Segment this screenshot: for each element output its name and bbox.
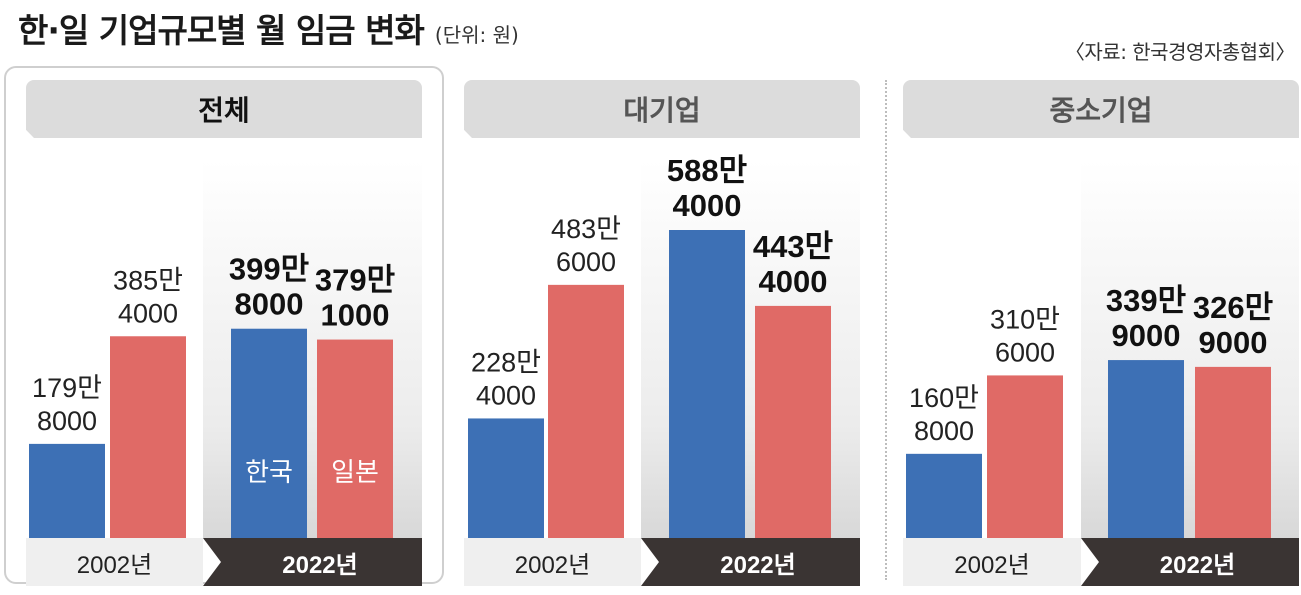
bar-total-2002-japan — [110, 336, 186, 538]
panel-header-large: 대기업 — [464, 80, 860, 138]
value-label-total-2022-korea-2: 8000 — [235, 287, 304, 322]
value-label-sme-2002-korea-2: 8000 — [914, 416, 974, 446]
value-label-total-2002-japan-2: 4000 — [118, 298, 178, 328]
year-label-2002-large: 2002년 — [514, 551, 591, 579]
value-label-total-2022-korea-1: 399만 — [229, 252, 309, 287]
base-2002-sme — [903, 538, 1081, 586]
base-2022-large — [641, 538, 860, 586]
bar-total-2022-japan — [317, 339, 393, 538]
value-label-sme-2022-japan-1: 326만 — [1193, 290, 1273, 325]
panel-header-total: 전체 — [26, 80, 422, 138]
source-note: 〈자료: 한국경영자총협회〉 — [1064, 40, 1296, 64]
bar-large-2002-korea — [468, 418, 544, 538]
value-label-large-2022-korea-2: 4000 — [673, 188, 742, 223]
value-label-sme-2002-japan-2: 6000 — [995, 337, 1055, 367]
year-label-2022-large: 2022년 — [720, 551, 796, 579]
value-label-total-2002-japan-1: 385만 — [113, 265, 183, 295]
value-label-sme-2022-korea-1: 339만 — [1106, 283, 1186, 318]
value-label-large-2002-japan-2: 6000 — [556, 247, 616, 277]
base-2002-large — [464, 538, 641, 586]
year-label-2022-total: 2022년 — [282, 551, 358, 579]
value-label-total-2002-korea-1: 179만 — [32, 373, 102, 403]
bar-large-2002-japan — [548, 284, 624, 538]
unit-note: (단위: 원) — [434, 23, 519, 47]
value-label-sme-2022-japan-2: 9000 — [1199, 325, 1268, 360]
value-label-total-2022-japan-1: 379만 — [315, 263, 395, 298]
year-label-2002-sme: 2002년 — [954, 551, 1030, 579]
panel-header-sme: 중소기업 — [903, 80, 1299, 138]
bar-large-2022-japan — [755, 305, 831, 538]
title-row: 한·일 기업규모별 월 임금 변화 (단위: 원) — [18, 4, 519, 52]
value-label-large-2002-japan-1: 483만 — [551, 214, 621, 244]
bar-total-2002-korea — [29, 443, 105, 538]
value-label-total-2002-korea-2: 8000 — [37, 406, 97, 436]
year-label-2022-sme: 2022년 — [1159, 551, 1236, 579]
series-label-japan: 일본 — [331, 458, 379, 488]
value-label-large-2022-japan-2: 4000 — [759, 264, 828, 299]
chart-title: 한·일 기업규모별 월 임금 변화 — [18, 11, 425, 50]
value-label-large-2002-korea-1: 228만 — [471, 347, 541, 377]
base-2022-sme — [1081, 538, 1299, 586]
bar-sme-2002-korea — [906, 453, 982, 538]
value-label-large-2022-korea-1: 588만 — [667, 153, 747, 188]
value-label-large-2022-japan-1: 443만 — [753, 229, 833, 264]
value-label-sme-2002-korea-1: 160만 — [909, 383, 979, 413]
year-label-2002-total: 2002년 — [76, 551, 153, 579]
panel-divider — [885, 80, 887, 580]
base-2002-total — [26, 538, 203, 586]
value-label-total-2022-japan-2: 1000 — [321, 298, 390, 333]
series-label-korea: 한국 — [245, 458, 293, 488]
bar-sme-2002-japan — [987, 375, 1063, 538]
value-label-large-2002-korea-2: 4000 — [476, 380, 536, 410]
value-label-sme-2022-korea-2: 9000 — [1112, 318, 1181, 353]
bar-large-2022-korea — [669, 230, 745, 538]
bar-total-2022-korea — [231, 328, 307, 538]
base-2022-total — [203, 538, 422, 586]
value-label-sme-2002-japan-1: 310만 — [990, 304, 1060, 334]
bar-sme-2022-korea — [1108, 360, 1184, 538]
bar-sme-2022-japan — [1195, 366, 1271, 538]
